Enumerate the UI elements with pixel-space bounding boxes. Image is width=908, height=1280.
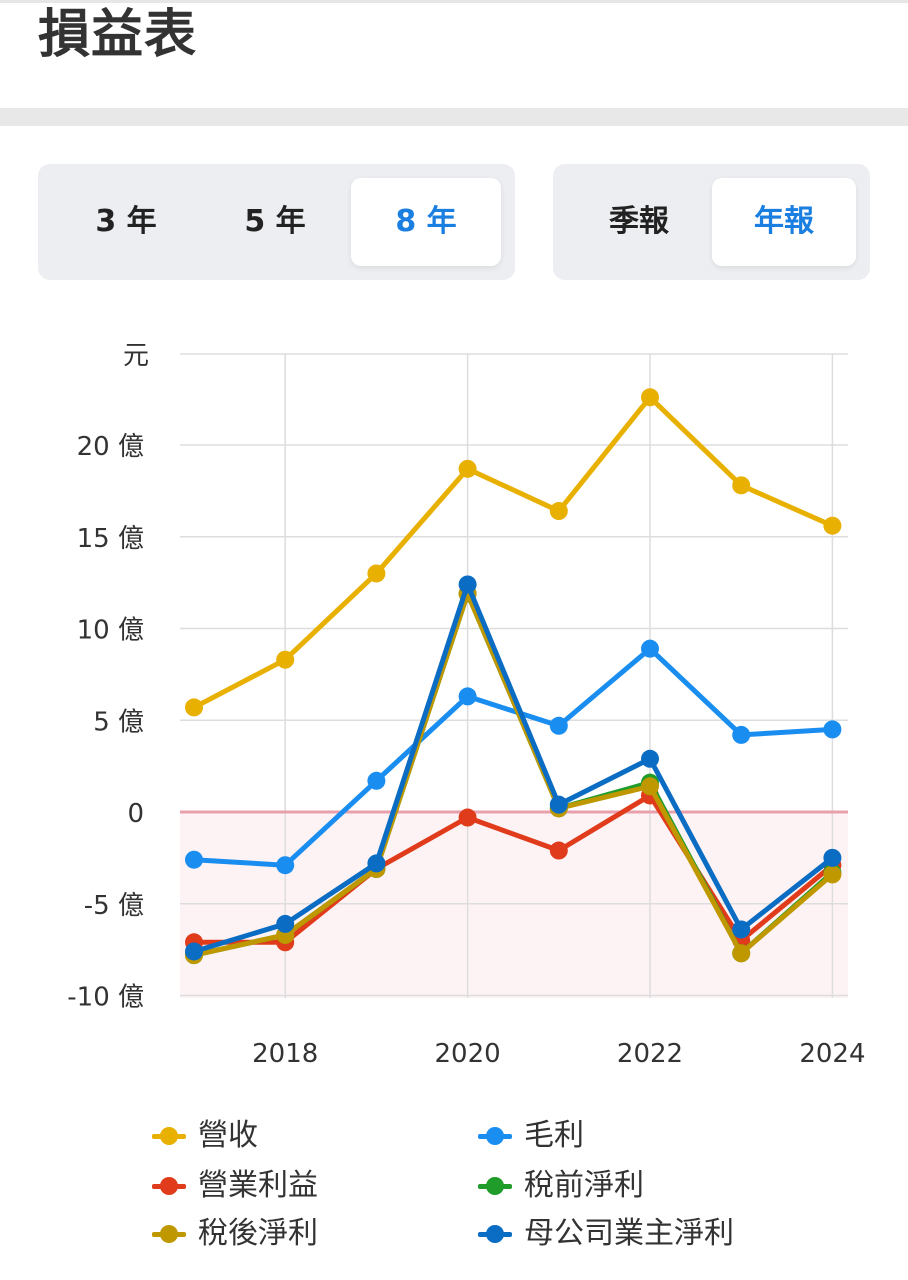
y-tick-label: 20 億 — [77, 432, 144, 462]
data-point — [458, 808, 477, 827]
data-point — [458, 575, 477, 594]
y-tick-label: 5 億 — [93, 707, 144, 737]
y-tick-label: 0 — [127, 799, 144, 829]
page-title: 損益表 — [38, 5, 198, 65]
data-point — [549, 841, 568, 860]
legend-marker-icon — [150, 1210, 188, 1258]
legend-label: 營收 — [198, 1118, 258, 1153]
series-line — [191, 646, 835, 868]
legend-marker-icon — [150, 1112, 188, 1160]
legend-marker-icon — [476, 1112, 514, 1160]
y-tick-label: 15 億 — [77, 524, 144, 554]
data-point — [367, 564, 386, 583]
annual-report-button[interactable]: 年報 — [712, 178, 856, 266]
x-tick-label: 2022 — [617, 1039, 683, 1069]
data-point — [641, 749, 659, 768]
legend-marker-icon — [476, 1162, 514, 1210]
data-point — [276, 914, 295, 933]
series-5 — [185, 575, 842, 961]
legend-label: 母公司業主淨利 — [524, 1216, 734, 1251]
report-type-segmented-control: 季報 年報 — [553, 164, 870, 280]
data-point — [185, 850, 203, 869]
x-tick-label: 2024 — [799, 1039, 865, 1069]
data-point — [732, 725, 751, 744]
data-point — [549, 502, 568, 521]
data-point — [185, 942, 203, 961]
data-point — [823, 516, 842, 535]
y-axis-unit-label: 元 — [123, 341, 149, 371]
y-tick-label: -5 億 — [84, 891, 144, 921]
legend-item-operating-income[interactable]: 營業利益 — [150, 1162, 318, 1210]
data-point — [276, 856, 295, 875]
data-point — [185, 698, 203, 717]
data-point — [367, 854, 386, 873]
legend-item-pretax-income[interactable]: 稅前淨利 — [476, 1162, 644, 1210]
data-point — [549, 795, 568, 814]
x-tick-label: 2018 — [252, 1039, 318, 1069]
data-point — [823, 848, 842, 867]
legend-marker-icon — [150, 1162, 188, 1210]
data-point — [732, 920, 751, 939]
y-tick-label: -10 億 — [67, 983, 144, 1013]
data-point — [276, 650, 295, 669]
data-point — [732, 944, 751, 963]
legend-item-parent-net-income[interactable]: 母公司業主淨利 — [476, 1210, 734, 1258]
data-point — [641, 388, 659, 407]
legend-item-gross-profit[interactable]: 毛利 — [476, 1112, 584, 1160]
data-point — [823, 865, 842, 884]
legend-label: 營業利益 — [198, 1168, 318, 1203]
legend-label: 稅前淨利 — [524, 1168, 644, 1203]
series-line — [191, 394, 835, 710]
top-edge — [0, 0, 908, 3]
section-divider — [0, 108, 908, 126]
period-segmented-control: 3 年 5 年 8 年 — [38, 164, 515, 280]
data-point — [367, 771, 386, 790]
data-point — [823, 720, 842, 739]
data-point — [641, 639, 659, 658]
data-point — [458, 687, 477, 706]
x-tick-label: 2020 — [435, 1039, 501, 1069]
series-0 — [185, 388, 842, 717]
period-5y-button[interactable]: 5 年 — [244, 204, 306, 239]
legend-marker-icon — [476, 1210, 514, 1258]
series-line — [191, 792, 835, 945]
quarterly-report-button[interactable]: 季報 — [609, 204, 669, 239]
income-statement-chart: 元 20 億 15 億 10 億 5 億 0 -5 億 -10 億 2018 2020 2022 20… — [67, 341, 865, 1069]
series-1 — [185, 639, 842, 875]
y-tick-label: 10 億 — [77, 616, 144, 646]
period-8y-button[interactable]: 8 年 — [351, 178, 501, 266]
legend-item-revenue[interactable]: 營收 — [150, 1112, 258, 1160]
period-3y-button[interactable]: 3 年 — [95, 204, 157, 239]
data-point — [549, 716, 568, 735]
data-point — [732, 476, 751, 495]
legend-label: 毛利 — [524, 1118, 584, 1153]
series-line — [191, 581, 835, 954]
data-point — [458, 459, 477, 478]
legend-label: 稅後淨利 — [198, 1216, 318, 1251]
negative-region — [180, 812, 848, 998]
data-point — [641, 777, 659, 796]
legend-item-net-income[interactable]: 稅後淨利 — [150, 1210, 318, 1258]
